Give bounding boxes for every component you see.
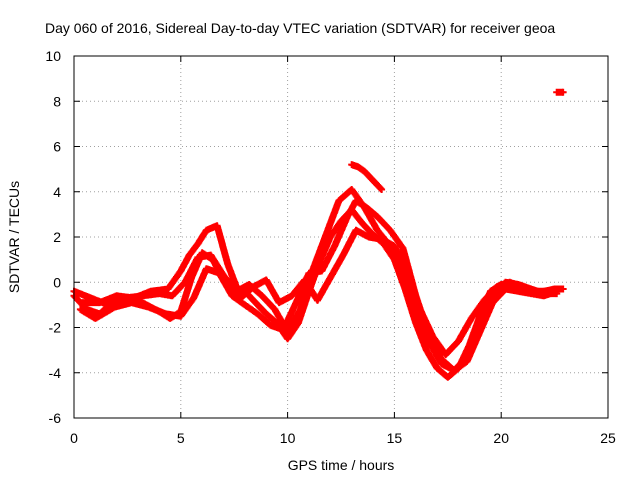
data-point-marker [553, 287, 561, 295]
data-point-marker [559, 88, 567, 96]
data-point-marker [412, 319, 430, 353]
y-tick-label: 6 [53, 139, 61, 155]
data-point-marker [181, 255, 201, 286]
data-point-marker [489, 286, 508, 307]
axis-ticks [73, 55, 609, 419]
data-point-marker [326, 218, 344, 241]
data-point-marker [373, 213, 393, 233]
data-point-marker [450, 358, 470, 374]
data-point-marker [331, 214, 351, 250]
data-point-marker [403, 267, 424, 312]
data-point-marker [401, 285, 419, 326]
data-point-marker [442, 338, 461, 359]
x-tick-label: 0 [70, 430, 78, 446]
data-point-marker [262, 276, 282, 305]
data-point-marker [358, 219, 376, 238]
data-point-marker [352, 226, 371, 240]
data-point-marker [467, 298, 487, 322]
data-point-marker [326, 252, 346, 282]
data-series-track-5 [348, 161, 386, 193]
data-point-marker [343, 198, 359, 221]
data-point-marker [213, 222, 231, 267]
y-tick-label: 0 [53, 274, 61, 290]
y-tick-label: -6 [49, 410, 62, 426]
data-point-marker [215, 269, 235, 299]
data-point-marker [164, 268, 184, 293]
x-tick-label: 5 [177, 430, 185, 446]
data-point-marker [279, 300, 299, 334]
data-series-track-6 [553, 88, 567, 96]
y-tick-label: -2 [49, 320, 62, 336]
y-tick-labels: -6 -4 -2 0 2 4 6 8 10 [45, 48, 61, 426]
data-point-marker [96, 292, 119, 307]
data-point-marker [339, 228, 359, 259]
y-tick-label: 10 [45, 48, 61, 64]
data-point-marker [168, 279, 188, 300]
data-point-marker [284, 307, 304, 336]
y-tick-label: -4 [49, 365, 62, 381]
data-point-marker [262, 310, 280, 326]
data-point-marker [480, 284, 500, 304]
data-point-marker [224, 260, 244, 301]
data-point-marker [177, 295, 197, 320]
data-point-marker [544, 290, 552, 298]
y-axis-label: SDTVAR / TECUs [6, 181, 22, 293]
data-point-marker [316, 234, 334, 266]
data-series-track-4 [79, 222, 552, 359]
data-point-marker [177, 252, 193, 275]
data-point-marker [322, 198, 342, 239]
data-point-marker [390, 242, 410, 274]
data-point-marker [76, 305, 98, 322]
data-points [70, 88, 567, 381]
y-tick-label: 4 [53, 184, 61, 200]
data-point-marker [559, 285, 567, 293]
data-point-marker [194, 227, 210, 248]
data-point-marker [252, 299, 269, 317]
data-point-marker [378, 235, 397, 249]
data-point-marker [318, 243, 338, 275]
data-point-marker [378, 185, 386, 193]
x-tick-label: 25 [600, 430, 616, 446]
data-point-marker [237, 284, 256, 302]
data-point-marker [241, 301, 260, 317]
data-point-marker [91, 304, 117, 322]
chart-title: Day 060 of 2016, Sidereal Day-to-day VTE… [45, 20, 555, 36]
data-point-marker [185, 241, 201, 259]
data-point-marker [463, 329, 483, 365]
data-point-marker [254, 310, 273, 328]
y-tick-label: 8 [53, 93, 61, 109]
data-point-marker [437, 355, 457, 373]
data-point-marker [386, 226, 406, 251]
data-point-marker [416, 305, 436, 339]
x-tick-label: 15 [387, 430, 403, 446]
data-point-marker [314, 275, 334, 304]
data-point-marker [275, 293, 295, 307]
data-point-marker [455, 316, 475, 345]
data-point-marker [363, 204, 380, 220]
x-tick-labels: 0 5 10 15 20 25 [70, 430, 616, 446]
data-point-marker [422, 346, 440, 371]
x-tick-label: 20 [493, 430, 509, 446]
data-point-marker [284, 320, 301, 343]
x-tick-label: 10 [280, 430, 296, 446]
data-point-marker [309, 232, 329, 273]
data-series-track-3 [76, 197, 561, 374]
data-point-marker [190, 266, 210, 302]
data-point-marker [258, 292, 278, 312]
x-axis-label: GPS time / hours [288, 457, 395, 473]
data-point-marker [476, 300, 496, 336]
data-point-marker [429, 333, 449, 357]
y-tick-label: 2 [53, 229, 61, 245]
